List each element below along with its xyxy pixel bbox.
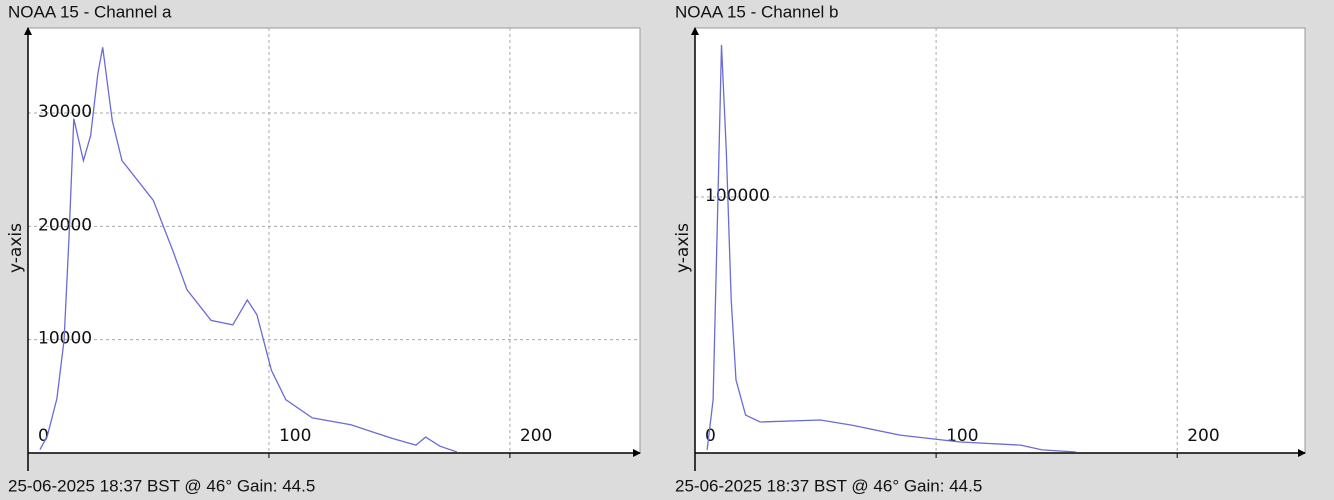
axis-arrow bbox=[691, 27, 699, 35]
y-tick-label: 30000 bbox=[38, 102, 92, 122]
data-line bbox=[39, 47, 458, 453]
x-tick-label: 200 bbox=[520, 426, 552, 446]
y-axis-label: y-axis bbox=[673, 223, 693, 273]
axis-arrow bbox=[633, 449, 641, 457]
chart-title: NOAA 15 - Channel a bbox=[8, 2, 172, 21]
y-tick-label: 100000 bbox=[705, 186, 770, 206]
x-tick-label: 0 bbox=[705, 426, 716, 446]
footer-text: 25-06-2025 18:37 BST @ 46° Gain: 44.5 bbox=[8, 476, 315, 495]
footer-text: 25-06-2025 18:37 BST @ 46° Gain: 44.5 bbox=[675, 476, 982, 495]
chart-panel: NOAA 15 - Channel a 25-06-2025 18:37 BST … bbox=[6, 2, 641, 495]
x-tick-label: 200 bbox=[1187, 426, 1219, 446]
chart-title: NOAA 15 - Channel b bbox=[675, 2, 838, 21]
axis-arrow bbox=[24, 27, 32, 35]
data-line bbox=[706, 44, 1076, 453]
chart-panel: NOAA 15 - Channel b 25-06-2025 18:37 BST … bbox=[673, 2, 1306, 495]
axis-arrow bbox=[1298, 449, 1306, 457]
plot-area bbox=[694, 27, 1306, 454]
x-tick-label: 100 bbox=[279, 426, 311, 446]
plot-area bbox=[27, 27, 641, 454]
y-tick-label: 20000 bbox=[38, 215, 92, 235]
y-axis-label: y-axis bbox=[6, 223, 26, 273]
x-tick-label: 0 bbox=[38, 426, 49, 446]
y-tick-label: 10000 bbox=[38, 329, 92, 349]
